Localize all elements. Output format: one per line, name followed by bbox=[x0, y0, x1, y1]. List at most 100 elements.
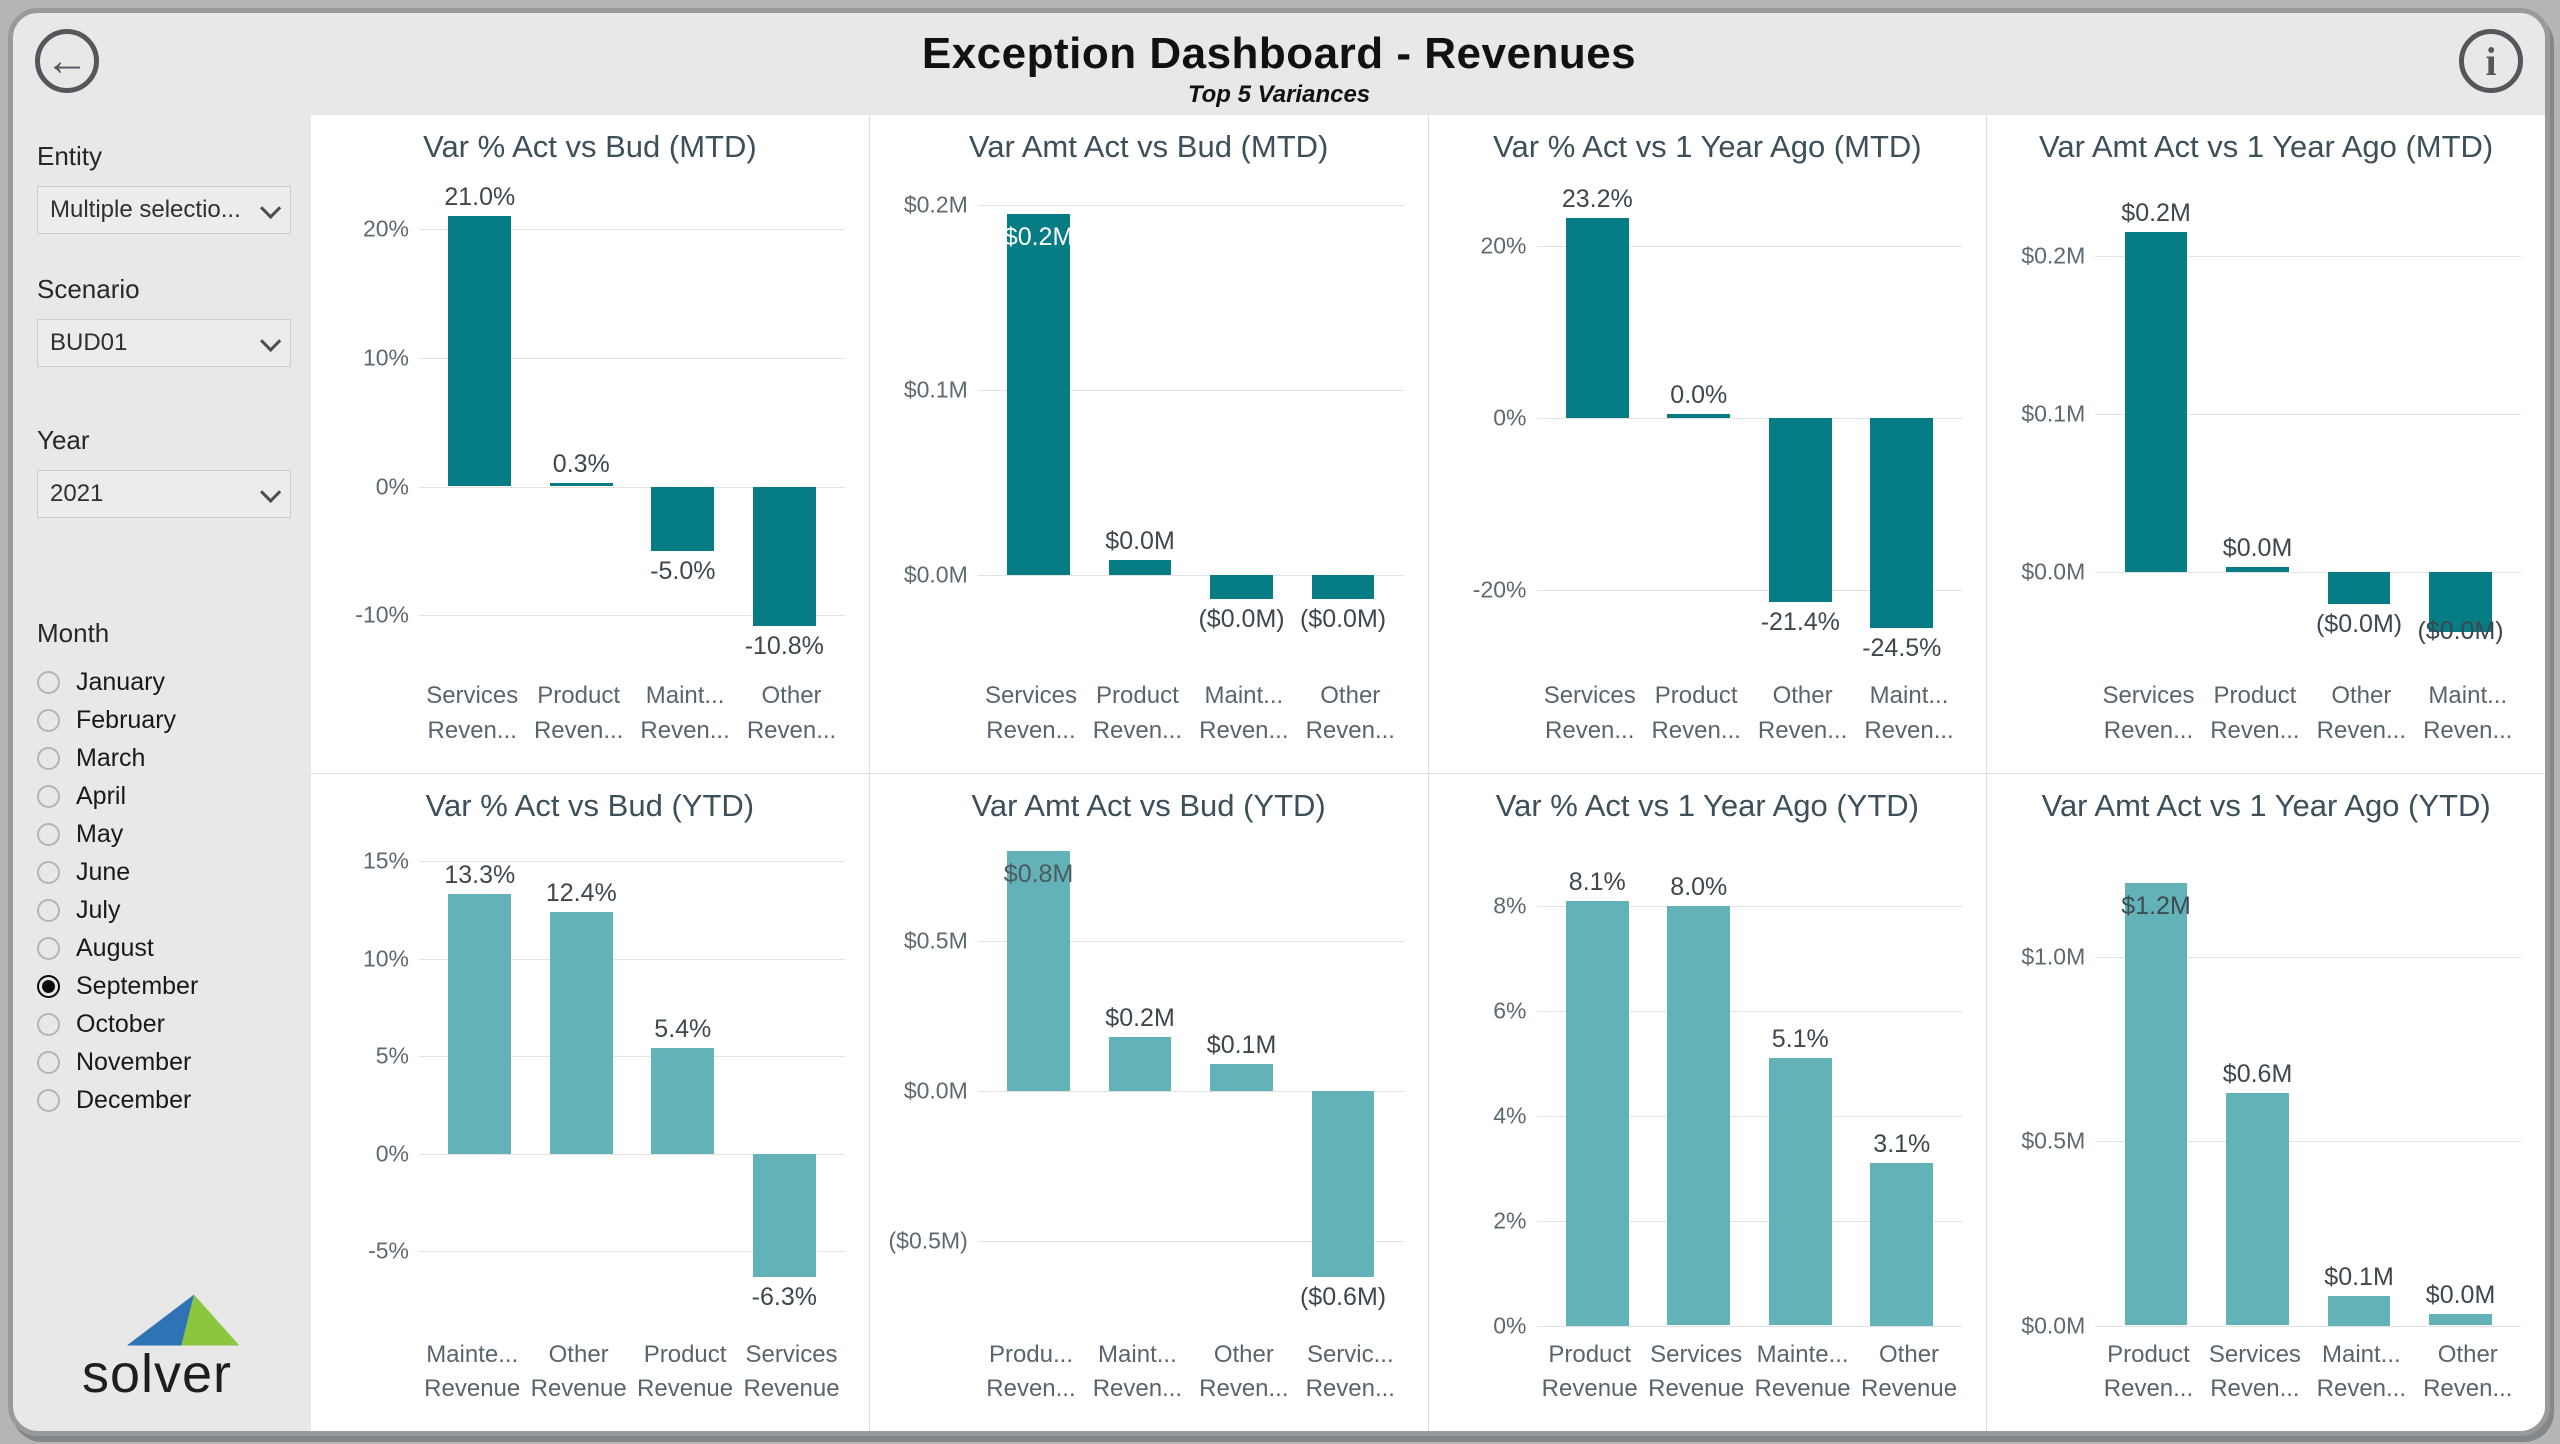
bar-services-reven-[interactable] bbox=[2226, 1093, 2289, 1326]
bar-product-reven-[interactable] bbox=[2226, 567, 2289, 573]
bar-services-reven-[interactable] bbox=[448, 215, 512, 487]
y-axis-tick: 0% bbox=[375, 473, 409, 499]
info-button[interactable]: i bbox=[2459, 29, 2523, 93]
bar-other-reven-[interactable] bbox=[1768, 417, 1832, 602]
bar-value-label: 3.1% bbox=[1873, 1130, 1931, 1159]
radio-icon bbox=[37, 1012, 60, 1036]
bar-produ-reven-[interactable] bbox=[1007, 850, 1070, 1091]
bar-other-reven-[interactable] bbox=[2327, 572, 2391, 604]
gridline bbox=[419, 1251, 845, 1253]
x-axis-label: Mainte... Revenue bbox=[424, 1340, 521, 1403]
month-radio-march[interactable]: March bbox=[37, 739, 291, 777]
bar-other-revenue[interactable] bbox=[549, 911, 613, 1154]
bar-maint-reven-[interactable] bbox=[1108, 1036, 1172, 1091]
month-name: February bbox=[76, 705, 177, 734]
gridline bbox=[977, 389, 1404, 391]
bar-other-reven-[interactable] bbox=[752, 486, 816, 626]
bar-other-reven-[interactable] bbox=[2429, 1314, 2492, 1326]
gridline bbox=[2095, 1141, 2521, 1143]
bar-product-reven-[interactable] bbox=[1667, 414, 1731, 418]
bar-services-reven-[interactable] bbox=[2124, 232, 2188, 573]
entity-dropdown[interactable]: Multiple selectio... bbox=[37, 186, 291, 234]
bar-other-revenue[interactable] bbox=[1870, 1163, 1934, 1326]
month-radio-january[interactable]: January bbox=[37, 663, 291, 701]
bar-product-reven-[interactable] bbox=[549, 482, 613, 487]
month-radio-september[interactable]: September bbox=[37, 967, 291, 1005]
x-axis-label: Other Reven... bbox=[2316, 682, 2407, 744]
bar-product-revenue[interactable] bbox=[651, 1048, 715, 1154]
bar-services-reven-[interactable] bbox=[1565, 218, 1629, 418]
month-radio-december[interactable]: December bbox=[37, 1081, 291, 1119]
x-axis-label: Other Reven... bbox=[2423, 1340, 2513, 1403]
bar-services-reven-[interactable] bbox=[1007, 214, 1070, 575]
month-radio-april[interactable]: April bbox=[37, 777, 291, 815]
bar-value-label: $0.1M bbox=[1206, 1030, 1277, 1059]
month-name: October bbox=[76, 1009, 165, 1038]
month-radio-august[interactable]: August bbox=[37, 929, 291, 967]
x-axis-labels: Product Reven... Services Reven... Maint... R… bbox=[1993, 1326, 2539, 1408]
bar-value-label: 21.0% bbox=[444, 182, 516, 211]
x-axis-label: Other Revenue bbox=[530, 1340, 627, 1403]
bar-maint-reven-[interactable] bbox=[1870, 417, 1934, 629]
bar-value-label: 8.1% bbox=[1568, 868, 1626, 896]
chevron-down-icon bbox=[260, 197, 282, 219]
year-dropdown[interactable]: 2021 bbox=[37, 470, 291, 518]
bar-other-reven-[interactable] bbox=[1311, 574, 1375, 599]
radio-selected-icon bbox=[37, 974, 60, 998]
month-radio-november[interactable]: November bbox=[37, 1043, 291, 1081]
chart-title: Var % Act vs Bud (MTD) bbox=[423, 129, 757, 164]
bar-mainte-revenue[interactable] bbox=[448, 894, 512, 1154]
x-axis-labels: Produ... Reven... Maint... Reven... Other Rev… bbox=[876, 1326, 1422, 1408]
bar-maint-reven-[interactable] bbox=[2429, 572, 2492, 633]
back-button[interactable]: ← bbox=[35, 29, 99, 93]
radio-icon bbox=[37, 1050, 60, 1074]
month-name: November bbox=[76, 1047, 192, 1076]
x-axis-label: Servic... Reven... bbox=[1305, 1340, 1395, 1403]
x-axis-label: Other Revenue bbox=[1860, 1340, 1958, 1403]
y-axis-tick: -5% bbox=[368, 1237, 409, 1264]
bar-services-revenue[interactable] bbox=[752, 1153, 816, 1277]
x-axis-label: Maint... Reven... bbox=[640, 682, 730, 744]
bar-maint-reven-[interactable] bbox=[1210, 574, 1273, 599]
x-axis-label: Product Reven... bbox=[2210, 682, 2300, 744]
y-axis-tick: $1.0M bbox=[2021, 943, 2086, 970]
bar-maint-reven-[interactable] bbox=[2327, 1296, 2391, 1326]
gridline bbox=[977, 1091, 1404, 1092]
x-axis-label: Maint... Reven... bbox=[1864, 682, 1954, 744]
month-radio-february[interactable]: February bbox=[37, 701, 291, 739]
bar-product-reven-[interactable] bbox=[1108, 559, 1172, 575]
bar-servic-reven-[interactable] bbox=[1311, 1091, 1375, 1278]
bar-product-reven-[interactable] bbox=[2124, 883, 2188, 1326]
gridline bbox=[2095, 957, 2521, 959]
gridline bbox=[419, 357, 845, 359]
month-radio-may[interactable]: May bbox=[37, 815, 291, 853]
x-axis-labels: Services Reven... Product Reven... Maint... R… bbox=[876, 667, 1422, 749]
bar-mainte-revenue[interactable] bbox=[1768, 1058, 1832, 1326]
month-radio-june[interactable]: June bbox=[37, 853, 291, 891]
chart-panel-var-amt-act-vs-bud-mtd: Var Amt Act vs Bud (MTD) $0.2M $0.1M $0.0M… bbox=[869, 115, 1428, 773]
bar-value-label: $0.8M bbox=[1003, 859, 1074, 888]
chart-title: Var % Act vs 1 Year Ago (YTD) bbox=[1495, 787, 1920, 823]
bar-value-label: ($0.0M) bbox=[1198, 604, 1285, 633]
scenario-dropdown[interactable]: BUD01 bbox=[37, 319, 291, 367]
bar-other-reven-[interactable] bbox=[1210, 1064, 1273, 1092]
x-axis-label: Services Reven... bbox=[426, 682, 519, 744]
bar-maint-reven-[interactable] bbox=[651, 486, 715, 551]
month-name: May bbox=[76, 819, 124, 848]
gridline bbox=[419, 958, 845, 960]
x-axis-label: Product Reven... bbox=[533, 682, 624, 744]
radio-icon bbox=[37, 670, 60, 694]
x-axis-label: Other Reven... bbox=[1199, 1340, 1289, 1403]
month-radio-july[interactable]: July bbox=[37, 891, 291, 929]
solver-logo: solver bbox=[47, 1291, 267, 1405]
chevron-down-icon bbox=[260, 330, 282, 352]
gridline bbox=[1536, 1011, 1963, 1013]
bar-product-revenue[interactable] bbox=[1565, 901, 1629, 1326]
plot-area: 15% 10% 5% 0% -5% 13.3% 12.4% 5.4% -6.3% bbox=[325, 836, 853, 1326]
gridline bbox=[419, 615, 845, 617]
bar-services-revenue[interactable] bbox=[1667, 906, 1731, 1326]
month-radio-october[interactable]: October bbox=[37, 1005, 291, 1043]
y-axis-tick: 8% bbox=[1493, 892, 1527, 919]
chart-title: Var Amt Act vs Bud (MTD) bbox=[968, 129, 1329, 164]
x-axis-labels: Product Revenue Services Revenue Mainte... Re… bbox=[1435, 1326, 1981, 1408]
